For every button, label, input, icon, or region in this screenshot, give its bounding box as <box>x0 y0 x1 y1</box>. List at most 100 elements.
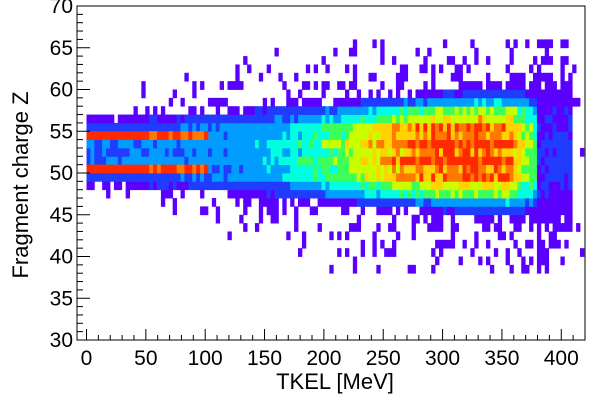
heatmap-bin-1495 <box>564 114 569 124</box>
heatmap-bin-510 <box>106 173 111 182</box>
heatmap-bin-24 <box>298 248 303 257</box>
heatmap-bin-851 <box>470 156 475 166</box>
heatmap-bin-330 <box>356 189 362 199</box>
heatmap-bin-1314 <box>337 122 342 132</box>
heatmap-bin-146 <box>564 214 569 224</box>
heatmap-bin-417 <box>227 181 232 191</box>
heatmap-bin-1576 <box>509 106 514 115</box>
heatmap-bin-817 <box>337 156 342 166</box>
heatmap-bin-1341 <box>442 122 448 132</box>
heatmap-bin-125 <box>435 214 440 224</box>
heatmap-bin-821 <box>352 156 358 166</box>
heatmap-bin-358 <box>466 189 471 199</box>
heatmap-bin-1080 <box>392 139 397 149</box>
heatmap-bin-722 <box>450 164 456 174</box>
heatmap-bin-208 <box>568 206 573 216</box>
heatmap-bin-473 <box>446 181 452 191</box>
band-bin-1-92 <box>196 131 201 140</box>
heatmap-bin-1513 <box>262 106 268 115</box>
heatmap-bin-835 <box>407 156 412 166</box>
heatmap-bin-1635 <box>435 97 440 107</box>
heatmap-bin-1787 <box>486 72 491 82</box>
heatmap-bin-720 <box>442 164 448 174</box>
heatmap-bin-1338 <box>431 122 436 132</box>
heatmap-bin-407 <box>188 181 193 191</box>
heatmap-bin-1699 <box>470 89 475 99</box>
heatmap-bin-736 <box>505 164 510 174</box>
heatmap-bin-1089 <box>427 139 432 149</box>
heatmap-bin-1658 <box>525 97 530 107</box>
heatmap-bin-355 <box>454 189 459 199</box>
heatmap-bin-10 <box>536 264 542 274</box>
heatmap-bin-188 <box>489 206 495 216</box>
heatmap-bin-113 <box>215 214 221 224</box>
heatmap-bin-499 <box>548 181 553 191</box>
heatmap-bin-223 <box>301 198 307 207</box>
heatmap-bin-1102 <box>478 139 483 149</box>
heatmap-bin-1070 <box>352 139 358 149</box>
heatmap-bin-1527 <box>317 106 322 115</box>
heatmap-bin-1172 <box>266 131 271 140</box>
heatmap-bin-1118 <box>540 139 546 149</box>
heatmap-bin-774 <box>168 156 174 166</box>
heatmap-bin-1642 <box>462 97 467 107</box>
heatmap-bin-1579 <box>521 106 526 115</box>
heatmap-bin-212 <box>235 198 240 207</box>
heatmap-bin-268 <box>486 198 491 207</box>
heatmap-bin-415 <box>219 181 224 191</box>
heatmap-bin-1245 <box>552 131 557 140</box>
heatmap-bin-893 <box>149 147 154 157</box>
heatmap-bin-1614 <box>352 97 358 107</box>
heatmap-bin-1654 <box>509 97 514 107</box>
heatmap-bin-1476 <box>489 114 495 124</box>
heatmap-bin-1550 <box>407 106 412 115</box>
heatmap-bin-1407 <box>219 114 224 124</box>
band-bin-1-53 <box>149 131 154 140</box>
heatmap-bin-1734 <box>301 81 307 90</box>
heatmap-bin-1563 <box>458 106 463 115</box>
heatmap-bin-1856 <box>536 39 542 49</box>
heatmap-bin-1342 <box>446 122 452 132</box>
heatmap-bin-1250 <box>86 122 91 132</box>
heatmap-bin-500 <box>552 181 557 191</box>
heatmap-bin-1103 <box>482 139 487 149</box>
heatmap-bin-221 <box>290 198 295 207</box>
band-bin-1-17 <box>106 131 111 140</box>
heatmap-bin-344 <box>411 189 416 199</box>
heatmap-bin-766 <box>137 156 142 166</box>
heatmap-bin-1524 <box>305 106 311 115</box>
heatmap-bin-307 <box>266 189 271 199</box>
heatmap-bin-891 <box>141 147 146 157</box>
heatmap-bin-1693 <box>446 89 452 99</box>
band-bin-0-82 <box>184 164 189 174</box>
heatmap-bin-501 <box>556 181 561 191</box>
heatmap-bin-243 <box>388 198 393 207</box>
heatmap-bin-1348 <box>470 122 475 132</box>
heatmap-bin-967 <box>439 147 444 157</box>
heatmap-bin-1590 <box>564 106 569 115</box>
heatmap-bin-406 <box>184 181 189 191</box>
heatmap-bin-1312 <box>329 122 334 132</box>
heatmap-bin-135 <box>513 214 518 224</box>
heatmap-bin-70 <box>372 231 377 241</box>
heatmap-bin-1471 <box>470 114 475 124</box>
heatmap-bin-906 <box>200 147 205 157</box>
heatmap-bin-73 <box>450 231 456 241</box>
heatmap-bin-1587 <box>552 106 557 115</box>
heatmap-bin-1700 <box>474 89 479 99</box>
heatmap-bin-855 <box>486 156 491 166</box>
heatmap-bin-1651 <box>497 97 503 107</box>
heatmap-bin-941 <box>337 147 342 157</box>
heatmap-bin-1109 <box>505 139 510 149</box>
band-bin-0-13 <box>102 164 107 174</box>
heatmap-bin-1305 <box>301 122 307 132</box>
heatmap-bin-701 <box>368 164 373 174</box>
heatmap-bin-1465 <box>446 114 452 124</box>
heatmap-bin-385 <box>86 181 91 191</box>
heatmap-bin-528 <box>176 173 181 182</box>
heatmap-bin-1483 <box>517 114 522 124</box>
heatmap-bin-1350 <box>478 122 483 132</box>
heatmap-bin-684 <box>301 164 307 174</box>
heatmap-bin-968 <box>442 147 448 157</box>
heatmap-bin-962 <box>419 147 424 157</box>
